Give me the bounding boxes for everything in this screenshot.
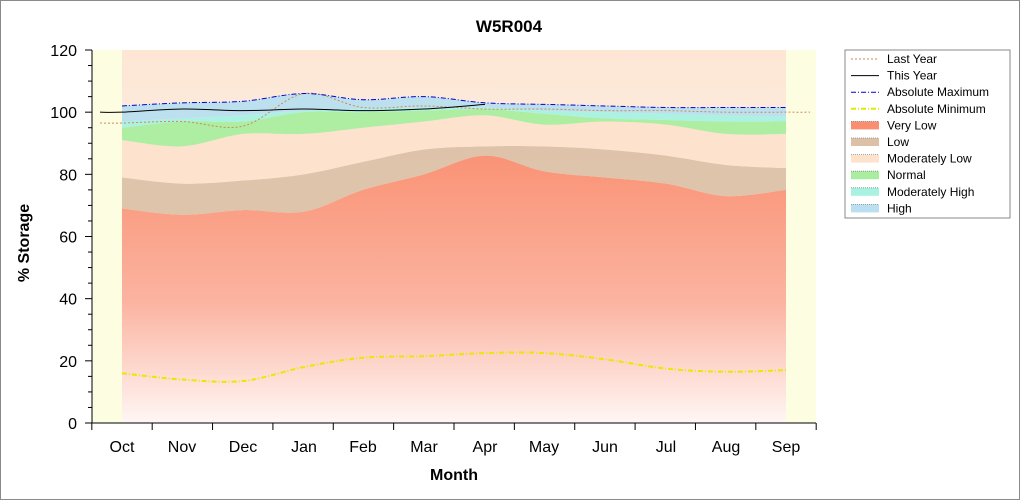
y-axis-title: % Storage [16,204,33,282]
y-tick-label: 60 [59,230,77,247]
x-tick-label: Oct [110,439,135,456]
legend-label-very-low: Very Low [887,118,937,132]
x-tick-label: Feb [349,439,377,456]
band-very-low [122,155,786,423]
band-moderately-low [122,115,786,184]
band-moderately-high [122,107,786,128]
y-tick-label: 80 [59,167,77,184]
y-tick-label: 20 [59,354,77,371]
chart-title: W5R004 [476,17,543,36]
band-low [122,145,786,215]
series-layer [99,92,811,383]
legend-label-absolute-minimum: Absolute Minimum [887,102,986,116]
series-line-this-year [99,103,486,113]
legend-label-moderately-low: Moderately Low [887,152,972,166]
legend-swatch-moderately-high [851,187,879,196]
x-tick-label: Dec [229,439,257,456]
x-tick-label: Apr [473,439,499,456]
x-tick-label: Nov [168,439,196,456]
band-normal [122,108,786,147]
legend-label-absolute-maximum: Absolute Maximum [887,85,989,99]
legend-swatch-normal [851,171,879,180]
series-line-absolute-minimum [121,351,787,383]
y-tick-label: 40 [59,292,77,309]
x-axis-title: Month [430,467,478,484]
x-ticks: Oct Nov Dec Jan Feb Mar Apr May Jun Jul Aug Sep [91,423,817,456]
legend-swatch-moderately-low [851,154,879,163]
legend-label-moderately-high: Moderately High [887,185,974,199]
legend-swatch-very-low [851,121,879,130]
x-tick-label: Jan [291,439,317,456]
x-tick-label: May [529,439,559,456]
series-line-last-year [99,92,811,128]
y-tick-label: 100 [50,105,77,122]
legend-label-this-year: This Year [887,69,937,83]
x-tick-label: Aug [712,439,740,456]
y-tick-label: 0 [68,416,77,433]
band-high [122,93,786,122]
series-line-absolute-maximum [121,93,787,109]
legend-label-last-year: Last Year [887,52,937,66]
x-tick-label: Mar [410,439,438,456]
x-tick-label: Sep [772,439,801,456]
legend: Last Year This Year Absolute Maximum Absolu… [844,49,1011,219]
legend-swatch-low [851,138,879,146]
legend-label-high: High [887,201,912,215]
legend-label-normal: Normal [887,168,926,182]
x-tick-label: Jun [592,439,618,456]
y-tick-label: 120 [50,43,77,60]
x-tick-label: Jul [656,439,676,456]
legend-label-low: Low [887,135,909,149]
y-ticks: 0 20 40 60 80 100 120 [50,43,92,433]
band-layer [122,93,786,423]
legend-swatch-high [851,204,879,213]
